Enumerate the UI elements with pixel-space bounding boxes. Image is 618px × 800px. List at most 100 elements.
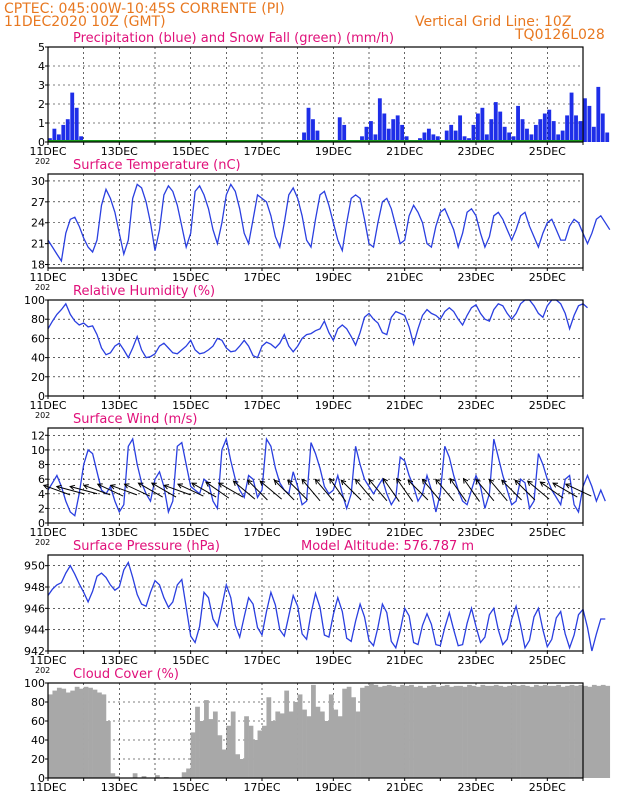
pressure-line: [47, 560, 606, 652]
temperature-line: [47, 183, 611, 263]
x-date-label: 19DEC: [315, 781, 352, 794]
cloud-bar: [493, 684, 499, 778]
wind-arrow: [435, 479, 455, 502]
cloud-bar: [449, 686, 455, 778]
wind-arrow-head: [123, 483, 130, 489]
cloud-bar: [342, 688, 348, 778]
wind-arrow-head: [329, 477, 335, 484]
cloud-bar: [458, 685, 463, 778]
y-tick-label: 100: [24, 294, 45, 307]
cloud-bar: [587, 686, 593, 778]
x-date-label: 19DEC: [315, 145, 352, 158]
precip-bar: [52, 128, 57, 142]
y-tick-label: 3: [38, 79, 45, 92]
precip-bar: [502, 126, 507, 142]
x-date-label: 21DEC: [386, 654, 423, 667]
wind-arrow-head: [421, 478, 428, 485]
wind-arrow-head: [217, 482, 224, 488]
panel-title: Surface Pressure (hPa): [73, 539, 220, 554]
x-date-label: 13DEC: [101, 526, 138, 539]
precip-bar: [426, 128, 431, 142]
cloud-bar: [114, 776, 120, 778]
precip-bar: [538, 119, 543, 142]
wind-arrow-head: [150, 482, 157, 488]
wind-arrow-head: [163, 484, 170, 490]
precip-bar: [551, 121, 556, 142]
x-year-fragment: 202: [35, 157, 50, 166]
wind-arrow-head: [55, 484, 62, 491]
cloud-bar: [377, 686, 383, 778]
x-date-label: 19DEC: [315, 654, 352, 667]
precip-bar: [574, 115, 578, 142]
x-date-label: 13DEC: [101, 654, 138, 667]
precip-bar: [484, 134, 489, 142]
precip-bar: [587, 105, 592, 142]
x-date-label: 11DEC: [29, 399, 66, 412]
wind-arrow: [329, 478, 347, 502]
x-date-label: 23DEC: [457, 526, 494, 539]
wind-arrow: [151, 482, 177, 498]
cloud-bar: [547, 685, 553, 778]
y-tick-label: 0: [38, 772, 45, 785]
x-date-label: 13DEC: [101, 271, 138, 284]
wind-arrow-head: [501, 479, 507, 486]
precip-bar: [61, 124, 66, 142]
cloud-bar: [226, 725, 232, 778]
cloud-bar: [141, 776, 147, 778]
wind-arrow-head: [382, 477, 388, 484]
wind-arrow-head: [539, 481, 546, 487]
wind-arrow: [259, 480, 282, 500]
cloud-bar: [262, 725, 267, 778]
precip-bar: [569, 92, 574, 142]
precip-bar: [591, 126, 596, 142]
x-date-label: 15DEC: [172, 145, 209, 158]
precip-bar: [511, 136, 516, 142]
wind-arrow: [514, 479, 536, 501]
cloud-bar: [284, 690, 290, 778]
cloud-bar: [244, 716, 249, 778]
wind-arrow: [177, 483, 204, 497]
y-tick-label: 2: [38, 502, 45, 515]
precip-bar: [596, 86, 601, 142]
panel-frame: [47, 427, 584, 524]
precip-bar: [311, 119, 315, 142]
cloud-bar: [418, 685, 423, 778]
wind-arrow-head: [354, 478, 361, 485]
precip-bar: [449, 124, 454, 142]
x-date-label: 21DEC: [386, 145, 423, 158]
wind-arrow: [274, 479, 295, 501]
x-date-label: 21DEC: [386, 399, 423, 412]
cloud-bar: [525, 685, 530, 778]
precip-bar: [395, 115, 400, 142]
cloud-bar: [328, 694, 334, 778]
cloud-bar: [92, 689, 98, 778]
x-date-label: 15DEC: [172, 399, 209, 412]
cloud-bar: [569, 684, 575, 778]
wind-arrow: [233, 480, 256, 500]
cloud-bar: [346, 686, 352, 778]
x-date-label: 17DEC: [243, 526, 280, 539]
x-date-label: 23DEC: [457, 399, 494, 412]
cloud-bar: [556, 684, 562, 778]
y-tick-label: 1: [38, 117, 45, 130]
wind-arrow-head: [273, 479, 280, 486]
cloud-bar: [88, 687, 93, 778]
panel-title: Precipitation (blue) and Snow Fall (gree…: [73, 31, 394, 46]
y-tick-label: 60: [31, 332, 45, 345]
wind-arrow-head: [137, 482, 144, 488]
x-date-label: 11DEC: [29, 654, 66, 667]
cloud-bar: [212, 711, 218, 778]
wind-arrow: [56, 486, 84, 495]
cloud-bar: [507, 685, 512, 778]
x-date-label: 17DEC: [243, 654, 280, 667]
wind-arrow: [382, 478, 400, 502]
wind-arrow-head: [449, 477, 455, 484]
x-date-label: 19DEC: [315, 271, 352, 284]
x-date-label: 19DEC: [315, 399, 352, 412]
precip-bar: [547, 109, 552, 142]
cloud-bar: [275, 711, 281, 778]
cloud-bar: [257, 730, 263, 778]
cloud-bar: [369, 683, 374, 778]
cloud-bar: [480, 684, 486, 778]
cloud-bar: [279, 713, 285, 778]
